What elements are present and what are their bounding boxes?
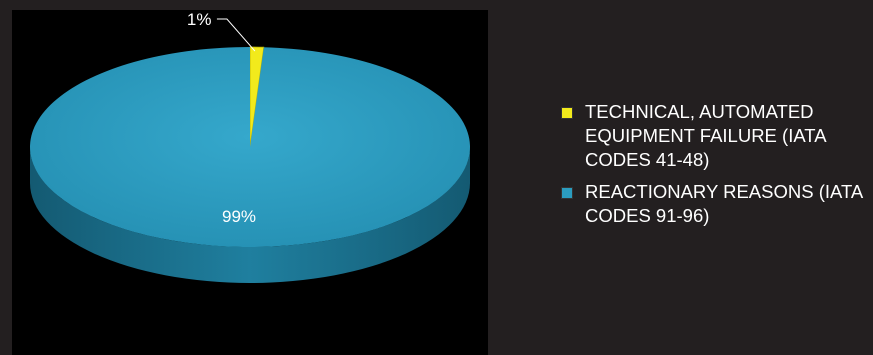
pie-chart: 1% 99% (30, 10, 471, 283)
legend-swatch-reactionary (561, 187, 573, 199)
legend-swatch-technical (561, 107, 573, 119)
pie-slice-reactionary (30, 47, 471, 248)
legend: TECHNICAL, AUTOMATED EQUIPMENT FAILURE (… (558, 100, 868, 236)
leader-line-technical (216, 18, 256, 52)
legend-item-reactionary: REACTIONARY REASONS (IATA CODES 91-96) (558, 180, 868, 228)
legend-item-technical: TECHNICAL, AUTOMATED EQUIPMENT FAILURE (… (558, 100, 868, 172)
data-label-reactionary: 99% (222, 207, 256, 226)
legend-label-technical: TECHNICAL, AUTOMATED EQUIPMENT FAILURE (… (585, 101, 826, 170)
legend-label-reactionary: REACTIONARY REASONS (IATA CODES 91-96) (585, 181, 863, 226)
pie-slice-technical (249, 46, 265, 148)
pie-side-wall (30, 147, 470, 283)
data-label-technical: 1% (187, 10, 212, 29)
plot-area: 1% 99% (12, 10, 488, 355)
